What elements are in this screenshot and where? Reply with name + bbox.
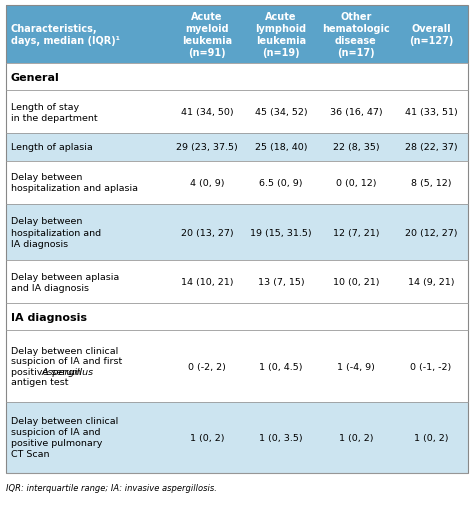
Text: 10 (0, 21): 10 (0, 21): [333, 278, 379, 287]
Text: Delay between clinical
suspicion of IA and
positive pulmonary
CT Scan: Delay between clinical suspicion of IA a…: [11, 417, 118, 459]
Bar: [6, 162, 468, 204]
Text: 41 (33, 51): 41 (33, 51): [405, 108, 457, 117]
Text: 45 (34, 52): 45 (34, 52): [255, 108, 307, 117]
Text: General: General: [11, 73, 60, 82]
Text: IA diagnosis: IA diagnosis: [11, 312, 87, 322]
Text: 28 (22, 37): 28 (22, 37): [405, 143, 457, 152]
Bar: [6, 6, 468, 64]
Text: 1 (0, 2): 1 (0, 2): [190, 433, 224, 442]
Text: 1 (0, 4.5): 1 (0, 4.5): [259, 362, 302, 371]
Text: Delay between
hospitalization and aplasia: Delay between hospitalization and aplasi…: [11, 173, 138, 193]
Text: 4 (0, 9): 4 (0, 9): [190, 178, 224, 187]
Bar: [6, 134, 468, 162]
Text: Characteristics,
days, median (IQR)¹: Characteristics, days, median (IQR)¹: [11, 24, 120, 46]
Text: suspicion of IA and first: suspicion of IA and first: [11, 357, 122, 366]
Text: Acute
lymphoid
leukemia
(n=19): Acute lymphoid leukemia (n=19): [255, 12, 307, 58]
Text: 1 (0, 3.5): 1 (0, 3.5): [259, 433, 303, 442]
Text: 1 (0, 2): 1 (0, 2): [414, 433, 448, 442]
Bar: [6, 204, 468, 261]
Text: 20 (12, 27): 20 (12, 27): [405, 228, 457, 237]
Text: 0 (0, 12): 0 (0, 12): [336, 178, 376, 187]
Text: Length of stay
in the department: Length of stay in the department: [11, 103, 98, 123]
Bar: [6, 91, 468, 134]
Text: 22 (8, 35): 22 (8, 35): [333, 143, 379, 152]
Text: 19 (15, 31.5): 19 (15, 31.5): [250, 228, 312, 237]
Bar: [6, 261, 468, 304]
Text: Acute
myeloid
leukemia
(n=91): Acute myeloid leukemia (n=91): [182, 12, 232, 58]
Bar: [6, 304, 468, 331]
Bar: [6, 64, 468, 91]
Text: Other
hematologic
disease
(n=17): Other hematologic disease (n=17): [322, 12, 390, 58]
Text: 29 (23, 37.5): 29 (23, 37.5): [176, 143, 238, 152]
Text: antigen test: antigen test: [11, 378, 69, 386]
Text: positive serum: positive serum: [11, 367, 84, 376]
Bar: [6, 402, 468, 473]
Text: 8 (5, 12): 8 (5, 12): [411, 178, 451, 187]
Text: 25 (18, 40): 25 (18, 40): [255, 143, 307, 152]
Text: 12 (7, 21): 12 (7, 21): [333, 228, 379, 237]
Text: 13 (7, 15): 13 (7, 15): [257, 278, 304, 287]
Text: 41 (34, 50): 41 (34, 50): [181, 108, 233, 117]
Text: Overall
(n=127): Overall (n=127): [409, 24, 453, 46]
Text: 0 (-1, -2): 0 (-1, -2): [410, 362, 452, 371]
Text: 20 (13, 27): 20 (13, 27): [181, 228, 233, 237]
Text: Aspergillus: Aspergillus: [42, 367, 94, 376]
Text: 36 (16, 47): 36 (16, 47): [329, 108, 382, 117]
Text: Delay between aplasia
and IA diagnosis: Delay between aplasia and IA diagnosis: [11, 272, 119, 292]
Text: IQR: interquartile range; IA: invasive aspergillosis.: IQR: interquartile range; IA: invasive a…: [6, 483, 217, 492]
Text: 6.5 (0, 9): 6.5 (0, 9): [259, 178, 302, 187]
Text: 14 (10, 21): 14 (10, 21): [181, 278, 233, 287]
Bar: [6, 331, 468, 402]
Text: 1 (0, 2): 1 (0, 2): [339, 433, 373, 442]
Text: Delay between
hospitalization and
IA diagnosis: Delay between hospitalization and IA dia…: [11, 217, 101, 248]
Text: 1 (-4, 9): 1 (-4, 9): [337, 362, 375, 371]
Text: 14 (9, 21): 14 (9, 21): [408, 278, 454, 287]
Text: Delay between clinical: Delay between clinical: [11, 346, 118, 355]
Text: Length of aplasia: Length of aplasia: [11, 143, 93, 152]
Text: 0 (-2, 2): 0 (-2, 2): [188, 362, 226, 371]
